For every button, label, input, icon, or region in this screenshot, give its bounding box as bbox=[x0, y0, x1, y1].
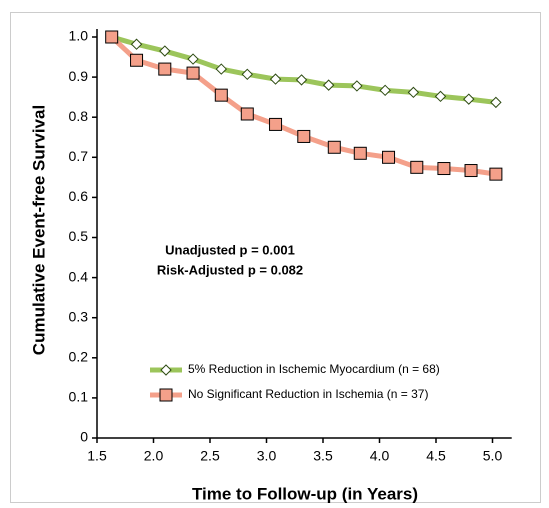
series-line bbox=[109, 35, 497, 177]
legend-marker bbox=[160, 364, 172, 376]
annotation: Risk-Adjusted p = 0.082 bbox=[157, 262, 303, 277]
y-tick-label: 0.9 bbox=[69, 68, 89, 84]
marker bbox=[407, 86, 420, 99]
legend-marker bbox=[159, 388, 173, 402]
legend-label: No Significant Reduction in Ischemia (n … bbox=[188, 387, 428, 401]
marker bbox=[105, 30, 119, 44]
x-tick-label: 2.5 bbox=[200, 448, 220, 464]
x-tick-label: 4.0 bbox=[370, 448, 390, 464]
y-tick-label: 0.7 bbox=[69, 148, 89, 164]
marker bbox=[434, 90, 447, 103]
y-tick-label: 0 bbox=[80, 429, 88, 445]
marker bbox=[159, 45, 171, 57]
marker bbox=[158, 62, 172, 76]
y-tick-label: 0.2 bbox=[69, 349, 89, 365]
x-axis-label: Time to Follow-up (in Years) bbox=[192, 484, 418, 503]
marker bbox=[241, 68, 253, 81]
legend-label: 5% Reduction in Ischemic Myocardium (n =… bbox=[188, 362, 440, 376]
marker bbox=[379, 84, 391, 97]
marker bbox=[240, 107, 254, 121]
x-tick-label: 2.0 bbox=[144, 448, 164, 464]
marker bbox=[215, 63, 228, 75]
y-tick-label: 1.0 bbox=[69, 28, 89, 44]
marker bbox=[410, 160, 424, 174]
y-tick-label: 0.1 bbox=[69, 389, 89, 405]
marker bbox=[322, 79, 335, 91]
x-tick-label: 3.5 bbox=[313, 448, 333, 464]
x-tick-label: 5.0 bbox=[483, 448, 503, 464]
annotation: Unadjusted p = 0.001 bbox=[165, 242, 295, 257]
marker bbox=[295, 74, 308, 86]
marker bbox=[489, 167, 503, 181]
y-tick-label: 0.5 bbox=[69, 228, 89, 244]
x-tick-label: 4.5 bbox=[426, 448, 446, 464]
y-tick-label: 0.8 bbox=[69, 108, 89, 124]
marker bbox=[464, 164, 478, 178]
marker bbox=[297, 129, 311, 143]
marker bbox=[463, 93, 475, 105]
marker bbox=[186, 66, 200, 80]
y-tick-label: 0.3 bbox=[69, 308, 89, 324]
y-axis-label: Cumulative Event-free Survival bbox=[29, 105, 48, 355]
y-tick-label: 0.6 bbox=[69, 188, 89, 204]
marker bbox=[187, 53, 199, 65]
marker bbox=[130, 53, 144, 67]
marker bbox=[351, 80, 363, 92]
x-tick-label: 3.0 bbox=[257, 448, 277, 464]
marker bbox=[382, 150, 396, 164]
frame bbox=[10, 12, 541, 503]
marker bbox=[130, 38, 143, 50]
marker bbox=[490, 96, 502, 109]
y-tick-label: 0.4 bbox=[69, 268, 89, 284]
marker bbox=[327, 140, 341, 154]
marker bbox=[269, 73, 282, 85]
marker bbox=[437, 162, 451, 176]
marker bbox=[214, 88, 228, 102]
marker bbox=[269, 117, 283, 131]
marker bbox=[353, 146, 367, 160]
x-tick-label: 1.5 bbox=[87, 448, 107, 464]
